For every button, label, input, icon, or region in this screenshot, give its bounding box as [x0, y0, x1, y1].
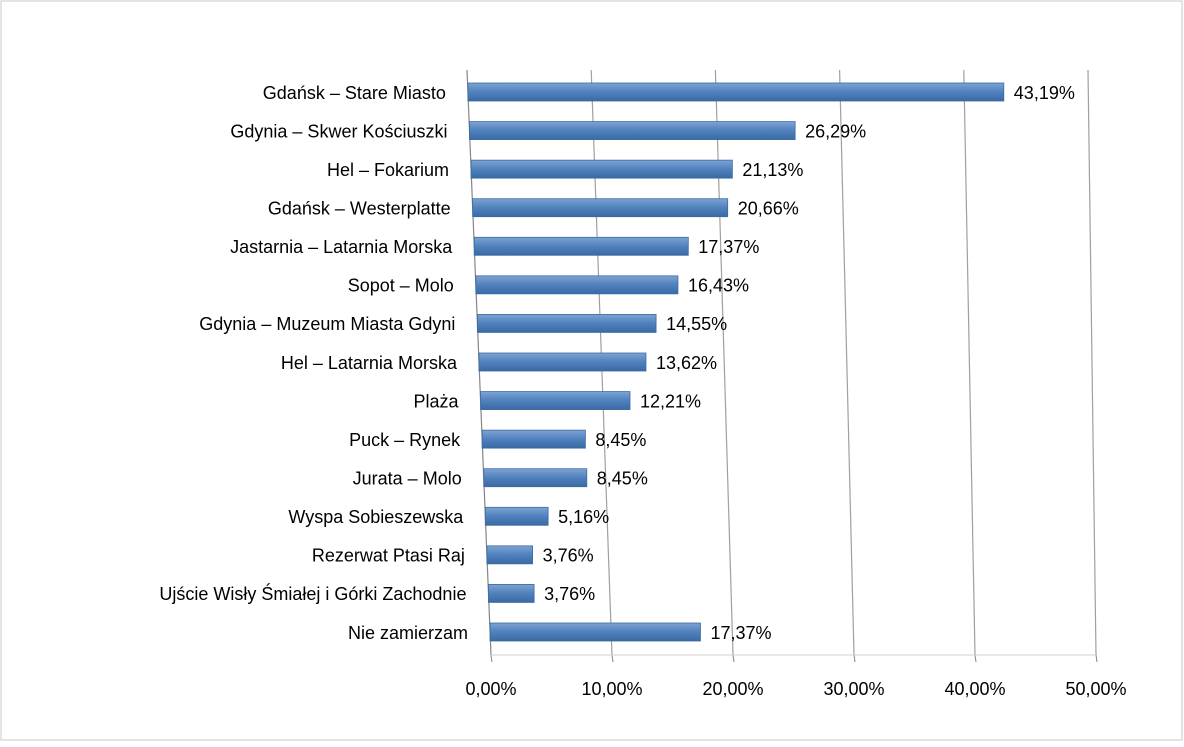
bar — [488, 584, 535, 603]
bar — [469, 121, 796, 140]
grid-line — [963, 69, 976, 656]
category-label: Gdańsk – Westerplatte — [268, 198, 451, 218]
x-tick-label: 40,00% — [944, 679, 1005, 699]
value-label: 8,45% — [595, 430, 646, 450]
category-label: Jastarnia – Latarnia Morska — [230, 237, 453, 257]
category-label: Nie zamierzam — [348, 623, 468, 643]
category-label: Jurata – Molo — [353, 468, 462, 488]
x-tick-label: 50,00% — [1065, 679, 1126, 699]
tick-mark — [974, 654, 977, 663]
bar — [483, 468, 588, 488]
value-label: 3,76% — [544, 584, 595, 604]
bar — [467, 82, 1005, 102]
bar — [486, 545, 533, 565]
category-label: Gdynia – Muzeum Miasta Gdyni — [199, 314, 455, 334]
tick-mark — [732, 654, 735, 663]
category-label: Ujście Wisły Śmiałej i Górki Zachodnie — [159, 583, 466, 604]
tick-mark — [490, 654, 493, 663]
bar — [475, 275, 679, 295]
bar — [478, 352, 647, 372]
tick-mark — [611, 654, 614, 663]
value-label: 21,13% — [742, 160, 803, 180]
bar — [470, 159, 733, 179]
bar — [484, 506, 549, 526]
tick-mark — [1095, 654, 1098, 663]
value-label: 13,62% — [656, 353, 717, 373]
bar — [473, 236, 689, 256]
grid-line — [839, 69, 855, 656]
value-label: 5,16% — [558, 507, 609, 527]
value-label: 3,76% — [543, 546, 594, 566]
value-label: 26,29% — [805, 121, 866, 141]
category-label: Plaża — [414, 391, 460, 411]
bar — [481, 429, 586, 449]
category-label: Gdynia – Skwer Kościuszki — [230, 121, 447, 141]
value-label: 43,19% — [1014, 83, 1075, 103]
value-label: 8,45% — [597, 468, 648, 488]
value-label: 16,43% — [688, 276, 749, 296]
x-tick-label: 30,00% — [823, 679, 884, 699]
category-label: Hel – Fokarium — [327, 160, 449, 180]
bar — [480, 391, 631, 410]
category-label: Hel – Latarnia Morska — [281, 353, 458, 373]
value-label: 20,66% — [738, 198, 799, 218]
x-tick-label: 20,00% — [702, 679, 763, 699]
x-tick-label: 10,00% — [581, 679, 642, 699]
category-label: Wyspa Sobieszewska — [288, 507, 464, 527]
tick-mark — [853, 654, 856, 663]
value-label: 12,21% — [640, 391, 701, 411]
value-label: 17,37% — [698, 237, 759, 257]
value-label: 17,37% — [710, 623, 771, 643]
bar — [472, 198, 729, 218]
bar — [489, 622, 701, 642]
category-label: Puck – Rynek — [349, 430, 461, 450]
category-label: Gdańsk – Stare Miasto — [263, 83, 446, 103]
category-label: Rezerwat Ptasi Raj — [312, 546, 465, 566]
x-tick-label: 0,00% — [465, 679, 516, 699]
grid-line — [1087, 69, 1097, 656]
bar — [476, 314, 657, 333]
value-label: 14,55% — [666, 314, 727, 334]
category-label: Sopot – Molo — [348, 276, 454, 296]
